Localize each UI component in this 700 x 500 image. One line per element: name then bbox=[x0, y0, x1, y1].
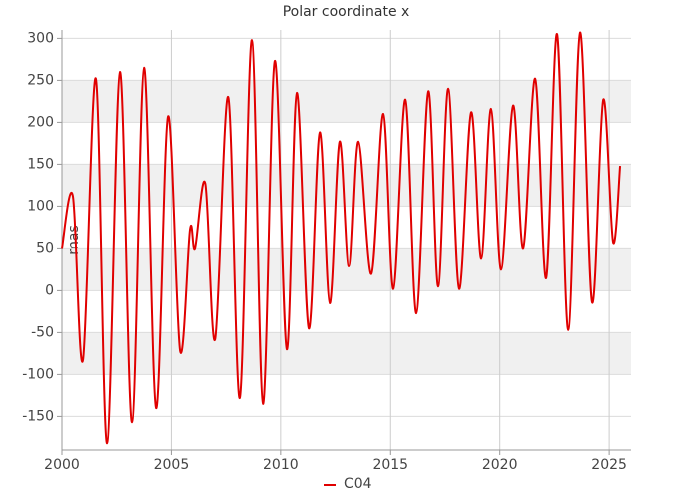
grid-band bbox=[62, 164, 631, 207]
y-tick-label: 200 bbox=[27, 114, 54, 130]
grid-band bbox=[62, 332, 631, 375]
grid-band bbox=[62, 248, 631, 291]
y-tick-label: 250 bbox=[27, 72, 54, 88]
chart-title: Polar coordinate x bbox=[283, 4, 410, 20]
legend-label: C04 bbox=[344, 476, 372, 492]
y-tick-label: 50 bbox=[36, 240, 54, 256]
y-tick-label: -50 bbox=[31, 324, 54, 340]
x-tick-label: 2005 bbox=[154, 457, 190, 473]
x-tick-label: 2010 bbox=[263, 457, 299, 473]
y-tick-label: 0 bbox=[45, 282, 54, 298]
data-line bbox=[61, 31, 622, 445]
x-tick-label: 2020 bbox=[482, 457, 518, 473]
y-tick-label: 100 bbox=[27, 198, 54, 214]
x-tick-label: 2000 bbox=[44, 457, 80, 473]
y-axis-label: mas bbox=[66, 225, 82, 255]
y-tick-label: 150 bbox=[27, 156, 54, 172]
y-tick-label: -100 bbox=[22, 366, 54, 382]
y-tick-label: -150 bbox=[22, 408, 54, 424]
y-tick-label: 300 bbox=[27, 30, 54, 46]
x-tick-label: 2025 bbox=[591, 457, 627, 473]
x-tick-label: 2015 bbox=[372, 457, 408, 473]
